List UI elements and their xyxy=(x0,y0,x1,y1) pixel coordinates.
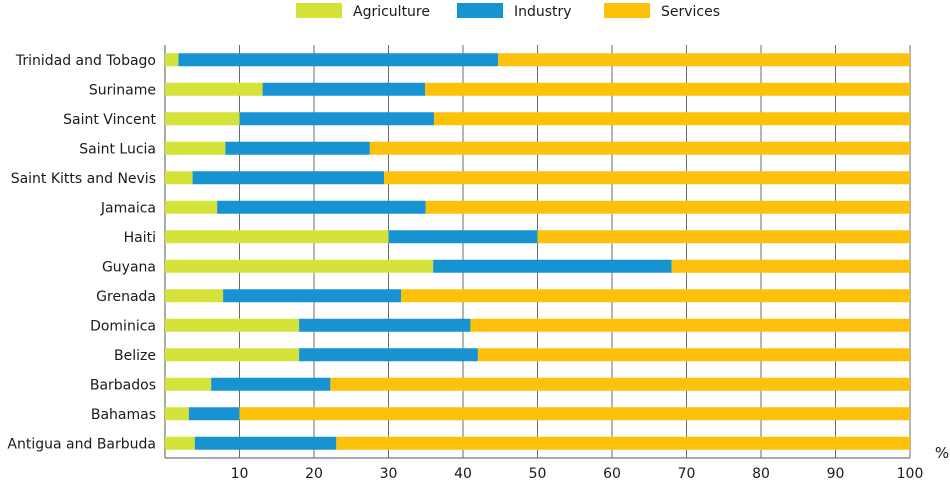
bar-industry-saint-kitts-and-nevis xyxy=(192,171,385,185)
legend-swatch xyxy=(604,3,650,18)
bar-industry-guyana xyxy=(433,259,672,273)
category-label: Saint Lucia xyxy=(79,141,156,157)
bar-services-bahamas xyxy=(239,407,910,421)
bar-agriculture-saint-lucia xyxy=(165,141,226,155)
category-label: Jamaica xyxy=(100,200,156,216)
bar-row-dominica xyxy=(165,318,910,332)
bars xyxy=(165,53,911,450)
legend: Agriculture Industry Services xyxy=(296,3,720,20)
category-label: Dominica xyxy=(90,318,156,334)
bar-row-saint-kitts-and-nevis xyxy=(165,171,910,185)
grid xyxy=(164,45,911,459)
bar-agriculture-bahamas xyxy=(165,407,189,421)
bar-services-haiti xyxy=(537,230,910,244)
legend-swatch xyxy=(296,3,342,18)
bar-row-belize xyxy=(165,348,910,362)
bar-row-haiti xyxy=(165,230,910,244)
category-label: Guyana xyxy=(102,259,156,275)
legend-swatch xyxy=(457,3,503,18)
category-label: Belize xyxy=(114,348,156,364)
bar-agriculture-saint-vincent xyxy=(165,112,240,126)
category-labels: Trinidad and Tobago Suriname Saint Vincent… xyxy=(7,53,156,453)
bar-agriculture-guyana xyxy=(165,259,434,273)
bar-services-saint-lucia xyxy=(369,141,910,155)
x-tick-label: 60 xyxy=(603,466,621,482)
bar-row-trinidad-and-tobago xyxy=(165,53,910,67)
legend-label: Industry xyxy=(514,4,572,20)
bar-agriculture-suriname xyxy=(165,82,263,96)
x-tick-label: 70 xyxy=(678,466,696,482)
category-label: Haiti xyxy=(124,230,156,246)
bar-agriculture-jamaica xyxy=(165,200,218,214)
category-label: Suriname xyxy=(89,82,156,98)
category-label: Bahamas xyxy=(91,407,156,423)
legend-label: Services xyxy=(661,4,720,20)
bar-row-saint-vincent xyxy=(165,112,910,126)
bar-services-trinidad-and-tobago xyxy=(498,53,910,67)
bar-agriculture-dominica xyxy=(165,318,300,332)
bar-services-belize xyxy=(477,348,910,362)
bar-industry-bahamas xyxy=(188,407,240,421)
bar-industry-belize xyxy=(299,348,478,362)
bar-industry-dominica xyxy=(299,318,471,332)
bar-industry-barbados xyxy=(211,377,331,391)
category-label: Antigua and Barbuda xyxy=(7,436,156,452)
bar-row-saint-lucia xyxy=(165,141,910,155)
bar-industry-saint-lucia xyxy=(225,141,370,155)
x-tick-label: 10 xyxy=(231,466,249,482)
bar-agriculture-trinidad-and-tobago xyxy=(165,53,179,67)
bar-industry-jamaica xyxy=(217,200,426,214)
bar-services-suriname xyxy=(425,82,910,96)
x-tick-labels: 10 20 30 40 50 60 70 80 90 100 xyxy=(231,466,924,482)
legend-item-services: Services xyxy=(604,3,720,20)
x-tick-label: 90 xyxy=(827,466,845,482)
bar-services-barbados xyxy=(330,377,910,391)
category-label: Grenada xyxy=(96,289,156,305)
bar-industry-grenada xyxy=(223,289,402,303)
bar-services-guyana xyxy=(671,259,910,273)
bar-row-suriname xyxy=(165,82,910,96)
x-tick-label: 40 xyxy=(454,466,472,482)
bar-row-grenada xyxy=(165,289,910,303)
bar-row-barbados xyxy=(165,377,910,391)
x-tick-label: 80 xyxy=(752,466,770,482)
bar-row-bahamas xyxy=(165,407,910,421)
x-tick-label: 50 xyxy=(529,466,547,482)
bar-services-saint-vincent xyxy=(433,112,910,126)
category-label: Barbados xyxy=(90,377,156,393)
unit-label: % xyxy=(935,444,949,462)
bar-industry-antigua-and-barbuda xyxy=(194,436,337,450)
category-label: Saint Kitts and Nevis xyxy=(11,171,156,187)
x-tick-label: 30 xyxy=(380,466,398,482)
x-tick-label: 100 xyxy=(897,466,924,482)
bar-agriculture-saint-kitts-and-nevis xyxy=(165,171,193,185)
legend-label: Agriculture xyxy=(353,4,430,20)
x-tick-label: 20 xyxy=(305,466,323,482)
bar-services-dominica xyxy=(470,318,910,332)
bar-services-jamaica xyxy=(425,200,910,214)
bar-services-grenada xyxy=(401,289,910,303)
bar-agriculture-antigua-and-barbuda xyxy=(165,436,195,450)
category-label: Trinidad and Tobago xyxy=(15,53,156,69)
bar-industry-haiti xyxy=(388,230,538,244)
bar-agriculture-grenada xyxy=(165,289,224,303)
bar-agriculture-belize xyxy=(165,348,300,362)
category-label: Saint Vincent xyxy=(63,112,156,128)
bar-industry-trinidad-and-tobago xyxy=(178,53,499,67)
bar-agriculture-barbados xyxy=(165,377,212,391)
bar-industry-saint-vincent xyxy=(239,112,434,126)
bar-row-jamaica xyxy=(165,200,910,214)
legend-item-industry: Industry xyxy=(457,3,572,20)
bar-row-guyana xyxy=(165,259,910,273)
bar-services-antigua-and-barbuda xyxy=(336,436,911,450)
bar-industry-suriname xyxy=(262,82,426,96)
bar-agriculture-haiti xyxy=(165,230,389,244)
bar-row-antigua-and-barbuda xyxy=(165,436,911,450)
legend-item-agriculture: Agriculture xyxy=(296,3,430,20)
bar-services-saint-kitts-and-nevis xyxy=(384,171,910,185)
